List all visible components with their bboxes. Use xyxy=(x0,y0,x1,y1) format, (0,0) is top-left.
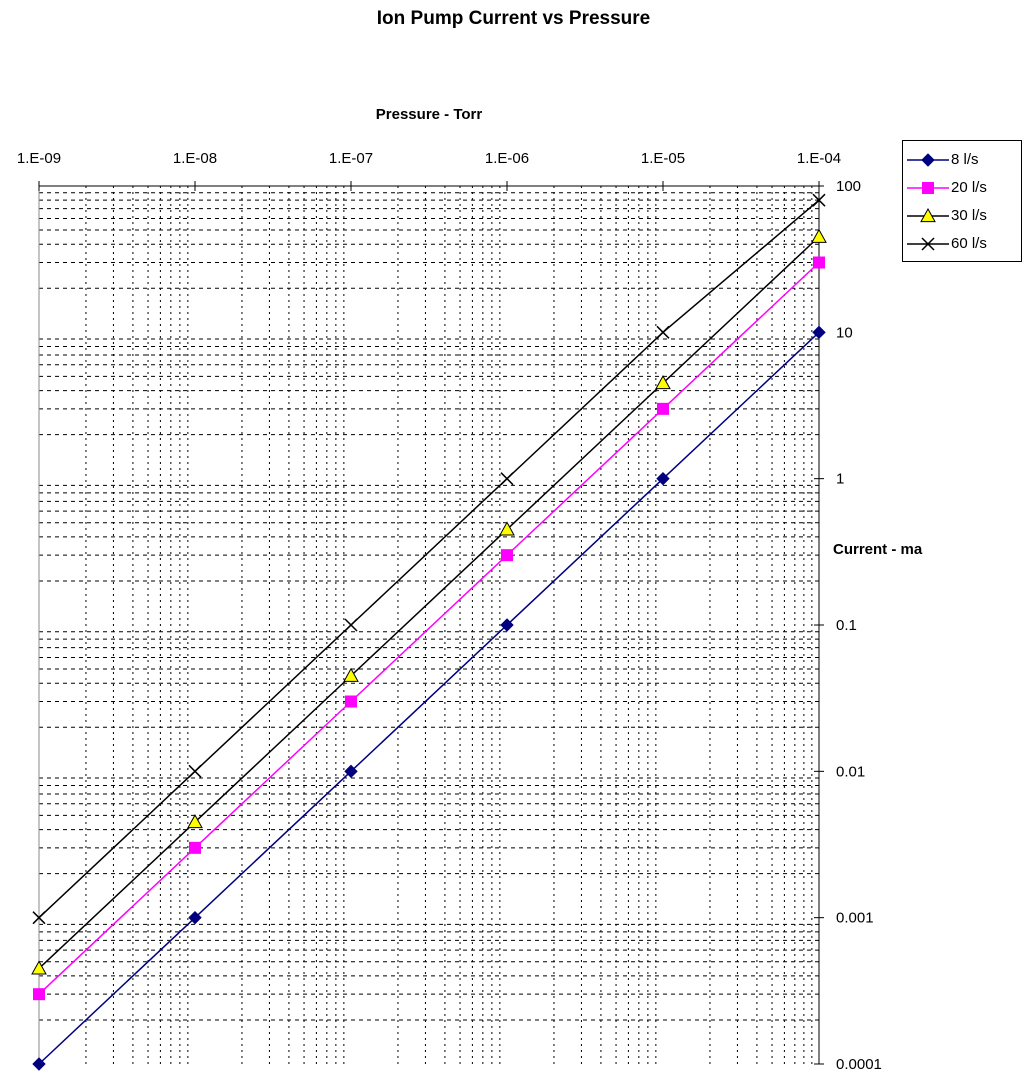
y-tick-label: 1 xyxy=(836,471,844,488)
y-axis-title: Current - ma xyxy=(833,541,923,558)
legend-label: 8 l/s xyxy=(951,151,979,168)
x-tick-label: 1.E-09 xyxy=(17,150,61,167)
y-tick-label: 0.0001 xyxy=(836,1056,882,1073)
series-layer xyxy=(31,193,827,1071)
data-point xyxy=(811,228,827,243)
data-point xyxy=(188,764,202,778)
legend-marker xyxy=(921,153,935,167)
series-0 xyxy=(32,325,826,1071)
data-point xyxy=(656,471,670,486)
data-point xyxy=(500,618,514,632)
y-tick-label: 0.1 xyxy=(836,617,857,634)
x-axis-title: Pressure - Torr xyxy=(375,106,483,123)
data-point xyxy=(500,472,514,486)
legend-label: 30 l/s xyxy=(951,207,987,224)
data-point xyxy=(656,325,670,339)
data-point xyxy=(655,375,671,390)
legend-swatch xyxy=(907,207,949,223)
data-point xyxy=(501,549,513,562)
series-3 xyxy=(32,193,826,925)
series-line xyxy=(38,199,820,919)
data-point xyxy=(812,193,826,207)
legend-item: 8 l/s xyxy=(903,148,1021,174)
legend-marker xyxy=(921,237,935,251)
legend-label: 20 l/s xyxy=(951,179,987,196)
tick-labels: 1.E-09 1.E-08 1.E-07 1.E-06 1.E-05 1.E-04 100 1… xyxy=(17,150,882,1073)
grid-lines xyxy=(39,186,819,1064)
y-tick-label: 10 xyxy=(836,324,853,341)
legend: 8 l/s 20 l/s 30 l/s 60 l/s xyxy=(902,140,1022,262)
data-point xyxy=(345,695,357,708)
y-tick-label: 100 xyxy=(836,178,861,195)
data-point xyxy=(187,814,203,829)
series-line xyxy=(38,236,820,969)
data-point xyxy=(813,256,825,269)
legend-swatch xyxy=(907,182,949,194)
data-point xyxy=(188,910,202,925)
legend-item: 30 l/s xyxy=(903,204,1021,230)
legend-swatch xyxy=(907,153,949,167)
legend-item: 20 l/s xyxy=(903,176,1021,202)
data-point xyxy=(343,667,359,682)
data-point xyxy=(499,521,515,536)
data-point xyxy=(32,1057,46,1071)
legend-marker xyxy=(920,207,936,223)
data-point xyxy=(812,325,826,340)
data-point xyxy=(32,911,46,925)
x-tick-label: 1.E-07 xyxy=(329,150,373,167)
y-tick-label: 0.01 xyxy=(836,763,865,780)
data-point xyxy=(31,960,47,975)
x-tick-label: 1.E-06 xyxy=(485,150,529,167)
data-point xyxy=(344,618,358,632)
data-point xyxy=(33,988,45,1001)
data-point xyxy=(657,402,669,415)
chart-title: Ion Pump Current vs Pressure xyxy=(376,8,651,29)
data-point xyxy=(189,841,201,854)
x-tick-label: 1.E-08 xyxy=(173,150,217,167)
series-2 xyxy=(31,228,827,975)
legend-swatch xyxy=(907,237,949,251)
series-line xyxy=(38,261,820,995)
x-tick-label: 1.E-04 xyxy=(797,150,841,167)
legend-item: 60 l/s xyxy=(903,232,1021,258)
legend-label: 60 l/s xyxy=(951,235,987,252)
series-1 xyxy=(33,256,825,1001)
x-tick-label: 1.E-05 xyxy=(641,150,685,167)
data-point xyxy=(344,764,358,779)
y-tick-label: 0.001 xyxy=(836,910,874,927)
series-line xyxy=(38,331,820,1065)
legend-marker xyxy=(922,182,934,194)
